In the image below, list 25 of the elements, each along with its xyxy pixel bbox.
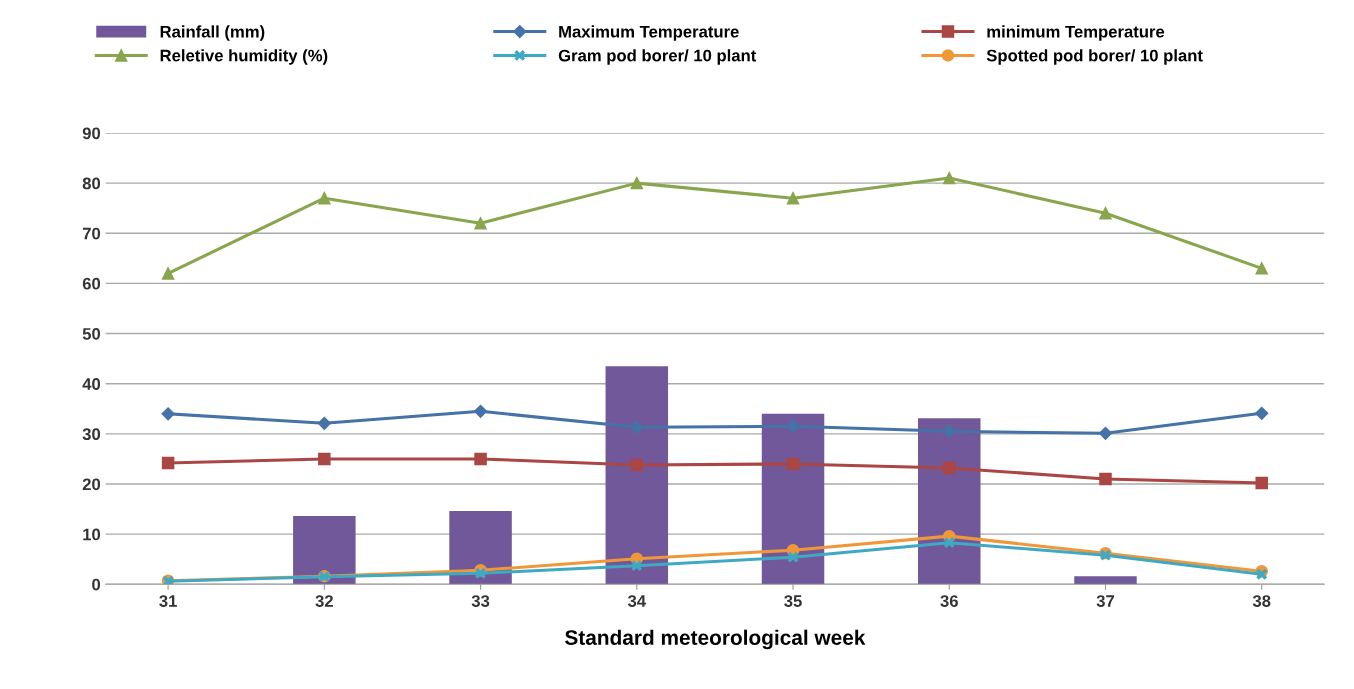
x-tick-label: 32	[315, 595, 333, 607]
y-tick-label: 60	[82, 277, 101, 290]
x-tick-label: 37	[1096, 595, 1115, 607]
x-tick-label: 33	[471, 595, 490, 607]
x-tick-label: 35	[784, 595, 802, 607]
x-axis-title: Standard meteorological week	[565, 629, 866, 650]
legend-label: Reletive humidity (%)	[160, 49, 328, 65]
legend-label: Rainfall (mm)	[160, 25, 265, 41]
y-tick-label: 80	[82, 177, 101, 190]
y-tick-label: 20	[82, 478, 101, 491]
y-tick-label: 70	[82, 227, 101, 240]
y-tick-label: 30	[82, 428, 101, 441]
legend-label: minimum Temperature	[987, 25, 1165, 41]
legend-label: Spotted pod borer/ 10 plant	[986, 49, 1203, 65]
x-tick-label: 38	[1252, 595, 1271, 607]
legend-label: Maximum Temperature	[559, 25, 739, 41]
x-tick-label: 31	[159, 595, 177, 607]
y-tick-label: 40	[82, 378, 101, 390]
y-tick-label: 90	[82, 127, 101, 140]
legend-label: Gram pod borer/ 10 plant	[558, 49, 757, 65]
x-tick-label: 36	[940, 595, 958, 607]
y-tick-label: 0	[92, 578, 101, 591]
x-tick-label: 34	[627, 595, 646, 607]
y-tick-label: 10	[83, 528, 101, 541]
y-tick-label: 50	[82, 327, 101, 340]
